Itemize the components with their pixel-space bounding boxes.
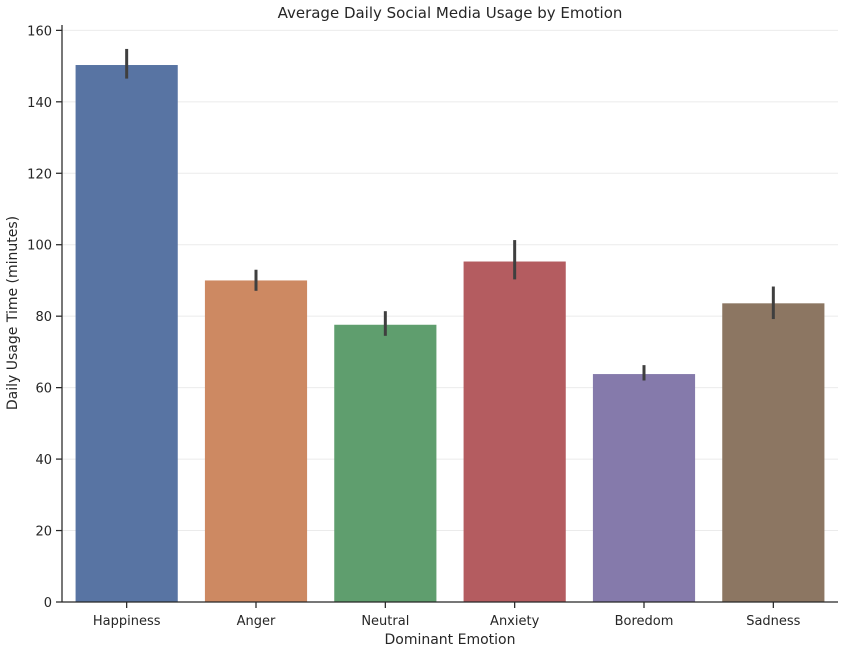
bar-neutral <box>334 324 437 602</box>
y-tick-label: 100 <box>27 239 52 254</box>
x-axis: Happiness Anger Neutral Anxiety Boredom Sadne… <box>93 602 801 629</box>
bars <box>75 65 825 602</box>
x-tick-label: Anger <box>237 614 276 629</box>
y-tick-label: 40 <box>35 453 52 468</box>
y-tick-label: 120 <box>27 167 52 182</box>
y-axis-label: Daily Usage Time (minutes) <box>5 216 21 410</box>
y-tick-label: 20 <box>35 525 52 540</box>
y-tick-label: 60 <box>35 382 52 397</box>
x-tick-label: Boredom <box>615 614 674 629</box>
error-bars <box>125 48 775 381</box>
x-tick-label: Anxiety <box>490 614 540 629</box>
bar-sadness <box>722 303 825 602</box>
gridlines <box>62 29 838 532</box>
x-tick-label: Happiness <box>93 614 161 629</box>
y-tick-label: 140 <box>27 96 52 111</box>
x-axis-label: Dominant Emotion <box>384 632 515 648</box>
x-tick-label: Sadness <box>746 614 800 629</box>
y-axis: 0 20 40 60 80 100 120 140 160 <box>27 24 62 611</box>
bar-happiness <box>75 65 178 602</box>
chart-title: Average Daily Social Media Usage by Emot… <box>278 4 623 22</box>
bar-anger <box>204 280 308 602</box>
bar-anxiety <box>463 261 566 602</box>
x-tick-label: Neutral <box>361 614 409 629</box>
y-tick-label: 160 <box>27 24 52 39</box>
y-tick-label: 80 <box>35 310 52 325</box>
bar-boredom <box>592 374 696 602</box>
y-tick-label: 0 <box>44 596 52 611</box>
